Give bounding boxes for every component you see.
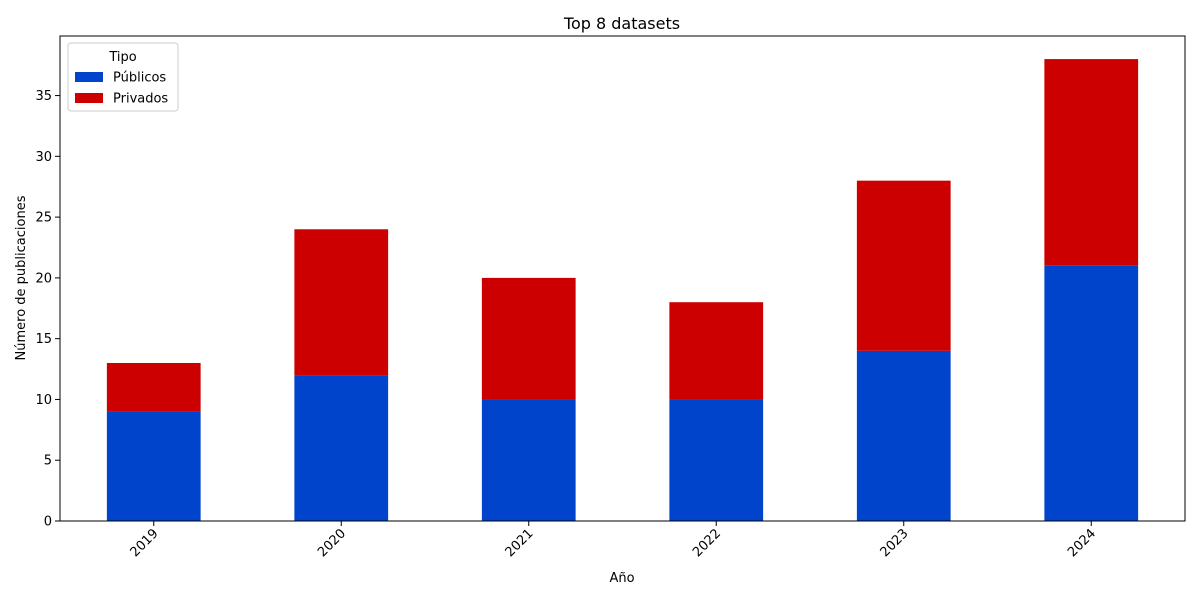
bars-group xyxy=(106,59,1139,521)
x-tick-label-2023: 2023 xyxy=(878,526,912,560)
y-tick-label-20: 20 xyxy=(35,271,52,286)
legend-items: Públicos Privados xyxy=(75,71,168,107)
bar-p-blicos-2024 xyxy=(1044,265,1139,521)
x-tick-label-2020: 2020 xyxy=(315,526,349,560)
bar-p-blicos-2019 xyxy=(106,411,201,521)
bar-privados-2020 xyxy=(294,229,389,376)
bar-privados-2019 xyxy=(106,362,201,412)
y-axis: 0 5 10 15 20 25 30 35 xyxy=(35,89,60,530)
x-axis-title: Año xyxy=(609,571,634,586)
plot-frame xyxy=(59,35,1186,522)
bar-privados-2023 xyxy=(856,180,951,351)
y-axis-title: Número de publicaciones xyxy=(14,195,29,360)
y-tick-label-35: 35 xyxy=(35,89,52,104)
legend-swatch-privados xyxy=(75,93,103,103)
bar-p-blicos-2021 xyxy=(481,399,576,521)
x-tick-label-2021: 2021 xyxy=(503,526,537,560)
legend-label-privados: Privados xyxy=(113,92,168,107)
legend: Tipo Públicos Privados xyxy=(67,42,179,112)
bar-p-blicos-2020 xyxy=(294,375,389,521)
chart-title: Top 8 datasets xyxy=(563,14,680,33)
bar-privados-2024 xyxy=(1044,59,1139,266)
bar-privados-2021 xyxy=(481,277,576,400)
legend-swatch-p-blicos xyxy=(75,72,103,82)
x-tick-label-2022: 2022 xyxy=(690,526,724,560)
bar-p-blicos-2022 xyxy=(669,399,764,521)
y-tick-label-30: 30 xyxy=(35,150,52,165)
y-tick-label-0: 0 xyxy=(44,515,52,530)
x-tick-label-2024: 2024 xyxy=(1065,526,1099,560)
bar-privados-2022 xyxy=(669,302,764,400)
legend-title: Tipo xyxy=(108,50,136,65)
x-axis: 2019 2020 2021 2022 2023 2024 xyxy=(128,521,1099,560)
y-tick-label-5: 5 xyxy=(44,454,52,469)
y-tick-label-25: 25 xyxy=(35,211,52,226)
x-tick-label-2019: 2019 xyxy=(128,526,162,560)
bar-p-blicos-2023 xyxy=(856,350,951,521)
legend-label-p-blicos: Públicos xyxy=(113,71,166,86)
y-tick-label-15: 15 xyxy=(35,332,52,347)
y-tick-label-10: 10 xyxy=(35,393,52,408)
